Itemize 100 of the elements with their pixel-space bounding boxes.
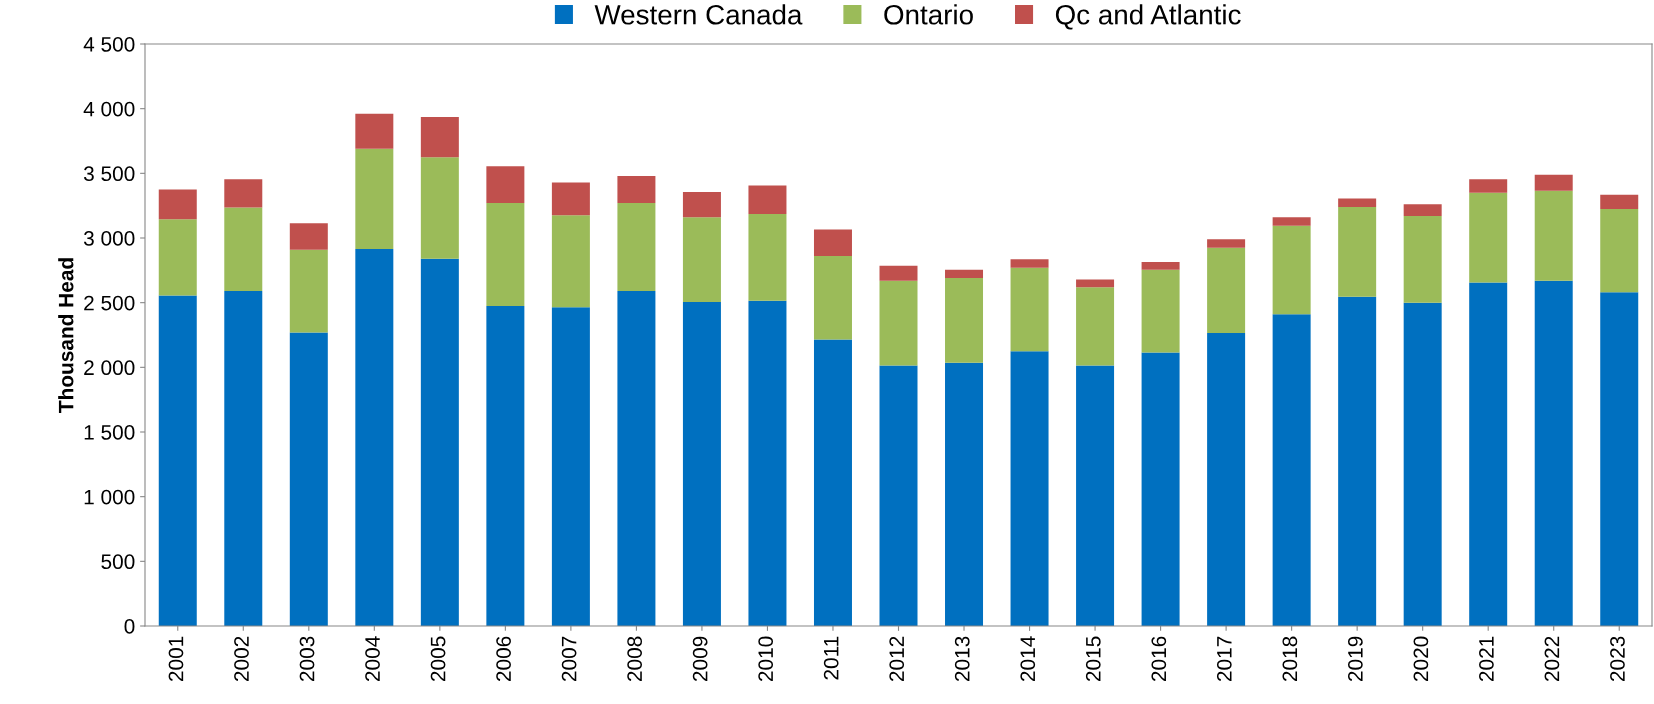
bar [486,203,525,306]
x-tick-label: 2013 [954,636,970,682]
bar [355,248,394,626]
bar [1534,174,1573,191]
bar [1534,280,1573,626]
bar [420,157,459,259]
bar [289,223,328,250]
bar [748,185,787,215]
y-tick-label: 2 000 [84,360,135,376]
bar [224,207,263,292]
x-tick-label: 2021 [1479,636,1494,682]
x-tick-label: 2016 [1151,636,1167,682]
y-axis-title: Thousand Head [58,258,74,413]
bar [879,265,918,281]
bar [617,175,656,204]
x-tick-label: 2009 [692,636,708,682]
bar [486,166,525,204]
bar [289,332,328,626]
legend-label: Ontario [884,4,973,25]
bar [224,291,263,626]
bar [945,278,984,363]
bar [1403,216,1442,303]
y-tick-label: 3 000 [83,231,135,246]
x-tick-label: 2005 [430,636,446,682]
bar [1010,259,1049,268]
bar [355,148,394,249]
x-tick-label: 2017 [1216,636,1232,682]
x-tick-label: 2019 [1347,636,1363,682]
x-tick-label: 2001 [168,636,184,682]
bar [224,179,263,208]
bar [617,291,656,626]
bar [813,339,852,626]
bar [1403,204,1442,217]
bar [1600,208,1639,293]
bar [1338,296,1377,626]
bar [813,256,852,340]
bar [748,214,787,301]
bar [420,258,459,626]
y-tick-label: 500 [101,554,135,570]
bar [158,189,197,220]
bar [1076,365,1115,626]
bar [1469,192,1508,283]
x-tick-label: 2012 [889,636,905,682]
x-tick-label: 2015 [1085,636,1101,682]
bar [1141,352,1180,626]
bar [682,217,721,303]
bar [945,269,984,279]
bar [682,302,721,626]
y-tick-label: 1 000 [84,489,135,505]
bar [617,203,656,292]
bar [1272,217,1311,226]
bar [1469,282,1508,626]
bar [813,229,852,257]
bar [1272,225,1311,315]
bar [1076,279,1115,288]
bar [551,215,590,308]
bar [1207,247,1246,334]
bar [420,117,459,158]
bar [945,362,984,626]
y-tick-label: 4 000 [83,101,135,117]
x-tick-label: 2011 [823,636,839,680]
bar [1207,239,1246,248]
legend-label: Western Canada [594,4,803,25]
bar [551,307,590,626]
y-tick-label: 0 [124,619,135,634]
x-tick-label: 2007 [561,636,577,682]
bar [1534,190,1573,281]
bar [1010,351,1049,626]
x-tick-label: 2010 [758,636,774,682]
bar [1600,194,1639,209]
x-tick-label: 2002 [234,636,249,682]
x-tick-label: 2020 [1413,636,1429,682]
bar [879,365,918,626]
x-tick-label: 2023 [1610,636,1625,682]
bar [879,280,918,366]
bar [158,219,197,296]
bar [1141,269,1180,353]
x-tick-label: 2018 [1282,636,1298,682]
bar [1469,179,1508,193]
bar [1272,314,1311,626]
y-tick-label: 2 500 [84,295,135,311]
bar [551,182,590,216]
bar [158,295,197,626]
x-tick-label: 2004 [365,636,380,682]
x-tick-label: 2003 [299,636,315,682]
bar [1207,333,1246,626]
y-tick-label: 1 500 [84,425,135,440]
bar [1403,302,1442,626]
legend-label: Qc and Atlantic [1055,4,1241,30]
y-tick-label: 4 500 [83,37,135,52]
bar [486,305,525,626]
bar [289,249,328,333]
y-tick-label: 3 500 [83,166,135,182]
bar [1600,292,1639,626]
bar [1010,267,1049,352]
bar [1141,261,1180,270]
x-tick-label: 2022 [1544,636,1560,682]
bar [748,300,787,626]
bar [1338,198,1377,207]
bar [682,192,721,218]
